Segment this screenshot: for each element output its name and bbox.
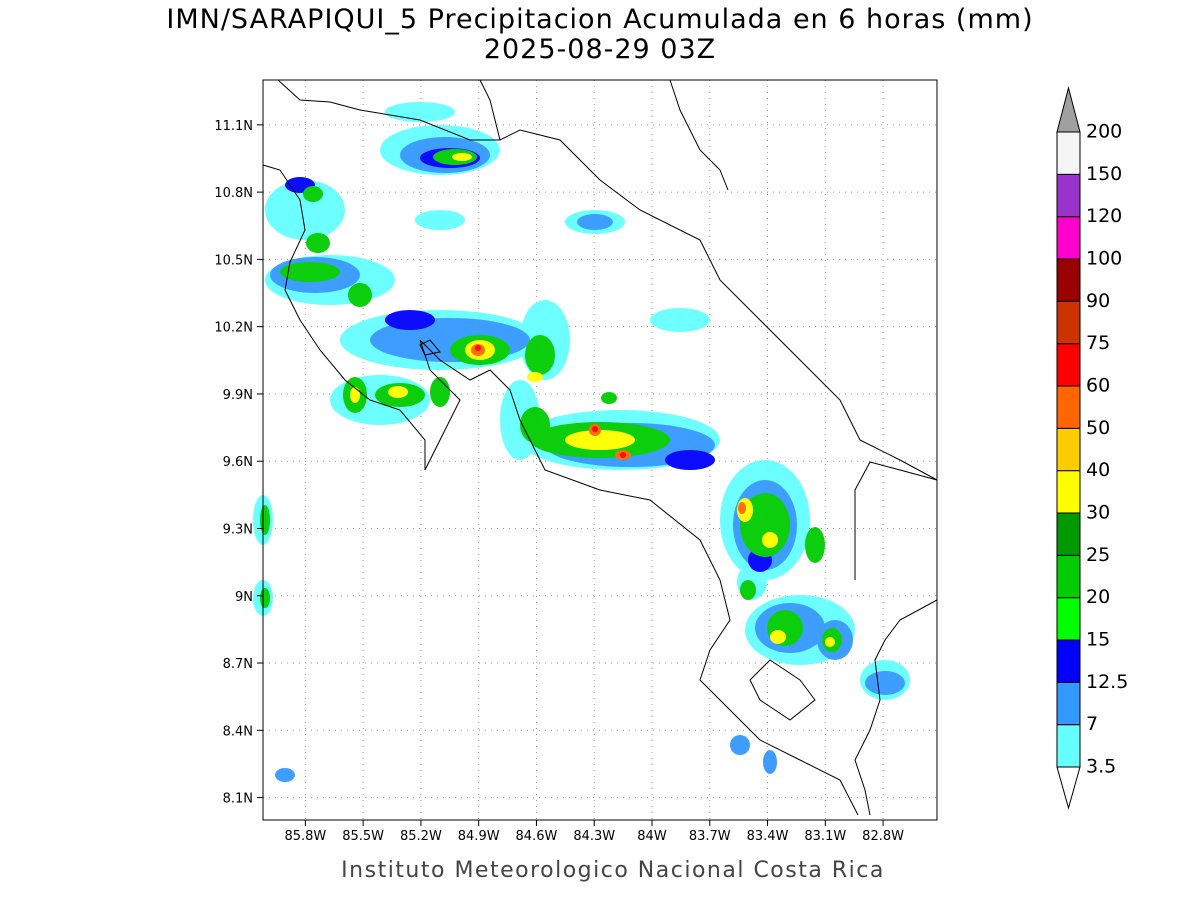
colorbar-label: 75 xyxy=(1086,332,1110,354)
colorbar-box xyxy=(1056,343,1081,387)
colorbar-label: 12.5 xyxy=(1086,671,1128,693)
map-frame xyxy=(262,79,938,821)
colorbar-box xyxy=(1056,427,1081,472)
y-tick-label: 8.4N xyxy=(223,724,253,739)
colorbar-label: 100 xyxy=(1086,248,1122,270)
colorbar-label: 20 xyxy=(1086,586,1110,608)
x-tick-label: 83.4W xyxy=(747,829,789,844)
x-tick-label: 83.1W xyxy=(804,829,846,844)
colorbar-box xyxy=(1056,258,1081,302)
colorbar-label: 3.5 xyxy=(1086,756,1116,778)
colorbar-label: 150 xyxy=(1086,163,1122,185)
colorbar-arrow xyxy=(1056,86,1081,133)
colorbar-label: 200 xyxy=(1086,121,1122,143)
colorbar: 3.5 7 12.5 15 20 25 30 40 50 60 75 90 100 120 150 200 xyxy=(1056,86,1128,810)
colorbar-box xyxy=(1056,300,1081,345)
colorbar-label: 7 xyxy=(1086,713,1098,735)
coastlines xyxy=(262,79,938,816)
y-tick-label: 10.5N xyxy=(214,253,253,268)
x-tick-label: 84.3W xyxy=(573,829,615,844)
title: IMN/SARAPIQUI_5 Precipitacion Acumulada … xyxy=(166,4,1033,35)
colorbar-label: 90 xyxy=(1086,290,1110,312)
colorbar-label: 30 xyxy=(1086,502,1110,524)
colorbar-arrow xyxy=(1056,766,1081,810)
y-tick-label: 8.1N xyxy=(223,792,253,807)
x-tick-label: 84W xyxy=(637,829,667,844)
colorbar-box xyxy=(1056,131,1081,175)
subtitle: 2025-08-29 03Z xyxy=(484,34,716,65)
colorbar-box xyxy=(1056,597,1081,641)
colorbar-label: 120 xyxy=(1086,205,1122,227)
x-tick-label: 85.2W xyxy=(400,829,442,844)
colorbar-box xyxy=(1056,385,1081,429)
colorbar-label: 40 xyxy=(1086,459,1110,481)
x-tick-label: 84.6W xyxy=(516,829,558,844)
colorbar-box xyxy=(1056,512,1081,556)
y-tick-label: 9.3N xyxy=(223,522,253,537)
colorbar-box xyxy=(1056,724,1081,768)
y-tick-label: 9.9N xyxy=(223,388,253,403)
colorbar-label: 50 xyxy=(1086,417,1110,439)
x-tick-label: 84.9W xyxy=(458,829,500,844)
y-tick-label: 8.7N xyxy=(223,657,253,672)
colorbar-box xyxy=(1056,470,1081,514)
x-tick-label: 85.5W xyxy=(342,829,384,844)
x-tick-label: 82.8W xyxy=(862,829,904,844)
colorbar-label: 60 xyxy=(1086,375,1110,397)
colorbar-box xyxy=(1056,173,1081,218)
colorbar-box xyxy=(1056,639,1081,683)
y-tick-label: 11.1N xyxy=(214,119,253,134)
y-tick-label: 9.6N xyxy=(223,455,253,470)
y-tick-label: 9N xyxy=(235,590,253,605)
y-tick-label: 10.2N xyxy=(214,321,253,336)
colorbar-box xyxy=(1056,681,1081,726)
colorbar-box xyxy=(1056,216,1081,260)
footer: Instituto Meteorologico Nacional Costa R… xyxy=(341,858,885,883)
colorbar-label: 25 xyxy=(1086,544,1110,566)
colorbar-label: 15 xyxy=(1086,629,1110,651)
precip-field xyxy=(253,102,910,782)
y-tick-label: 10.8N xyxy=(214,186,253,201)
x-tick-label: 85.8W xyxy=(284,829,326,844)
x-tick-label: 83.7W xyxy=(689,829,731,844)
colorbar-box xyxy=(1056,554,1081,599)
